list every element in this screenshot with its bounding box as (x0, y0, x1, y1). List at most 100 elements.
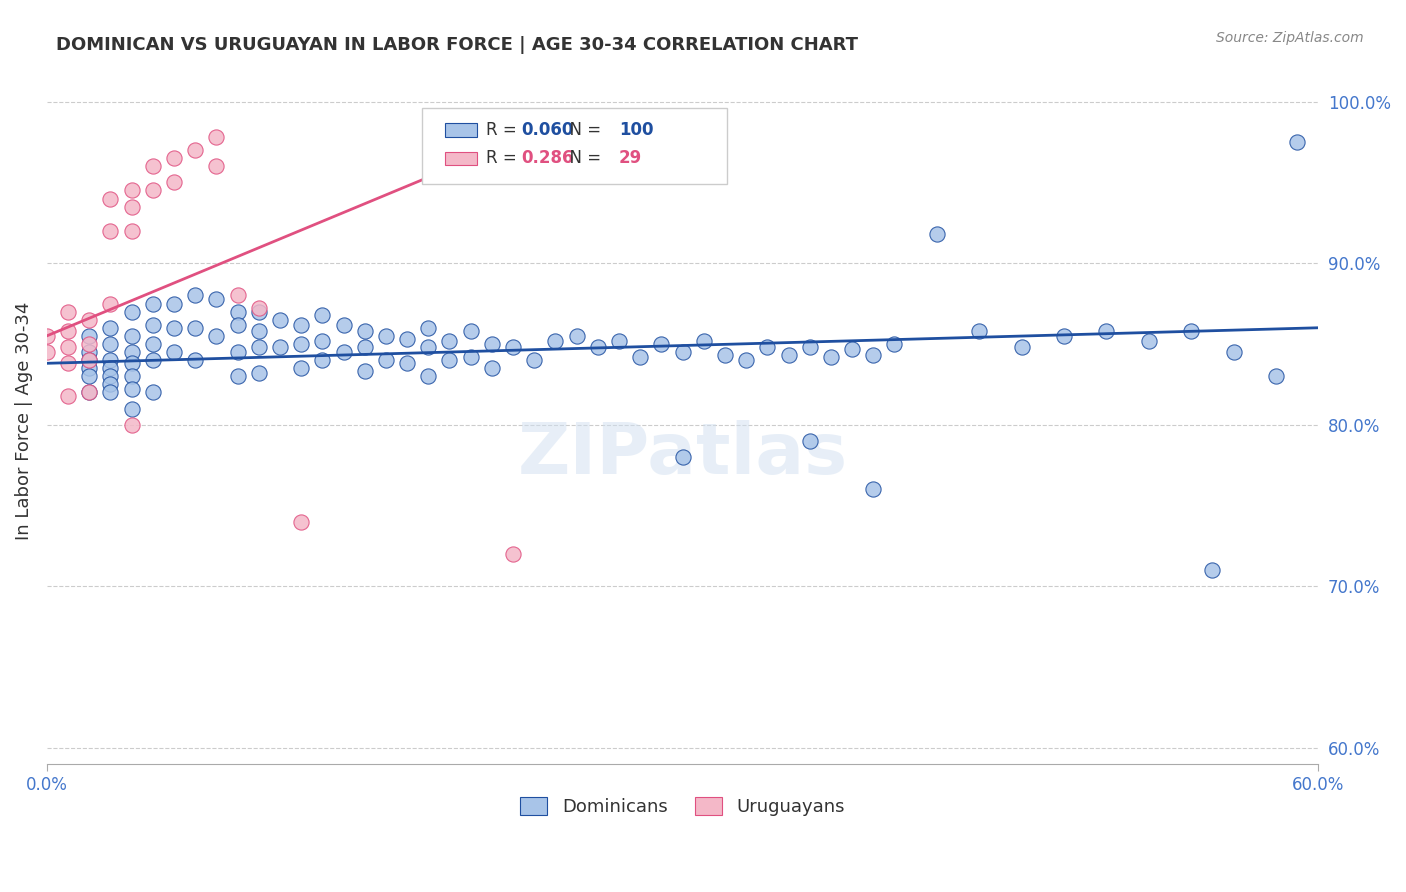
Point (77, 385, 100, 400)
Point (1286, 135, 1309, 149)
Point (100, 192, 122, 206)
Point (35, 329, 58, 343)
Point (332, 318, 354, 332)
Point (77, 337, 100, 351)
Point (565, 329, 588, 343)
Text: N =: N = (560, 121, 606, 139)
Point (56, 304, 79, 318)
Point (247, 301, 270, 316)
Point (142, 184, 165, 198)
Point (121, 304, 143, 318)
Point (100, 337, 122, 351)
Point (142, 385, 165, 400)
Point (290, 337, 312, 351)
Text: R =: R = (485, 121, 522, 139)
Point (205, 329, 228, 343)
Point (778, 348, 800, 362)
Text: DOMINICAN VS URUGUAYAN IN LABOR FORCE | AGE 30-34 CORRELATION CHART: DOMINICAN VS URUGUAYAN IN LABOR FORCE | … (56, 36, 858, 54)
Point (862, 483, 884, 497)
Point (247, 366, 270, 380)
Point (1095, 324, 1118, 338)
Point (925, 227, 948, 241)
Text: ZIPatlas: ZIPatlas (517, 420, 848, 490)
Point (77, 345, 100, 359)
Point (353, 324, 375, 338)
Text: 29: 29 (619, 150, 643, 168)
Point (374, 329, 396, 343)
Point (460, 324, 482, 338)
Point (439, 334, 461, 348)
Point (184, 143, 207, 157)
Point (1222, 345, 1244, 359)
FancyBboxPatch shape (444, 123, 477, 137)
Point (841, 342, 863, 356)
Point (121, 356, 143, 370)
Point (226, 288, 249, 302)
Point (332, 345, 354, 359)
Point (205, 292, 228, 306)
Point (799, 434, 821, 448)
Point (163, 176, 186, 190)
Point (226, 369, 249, 384)
Point (820, 350, 842, 364)
Point (121, 329, 143, 343)
Point (77, 361, 100, 376)
Point (100, 296, 122, 310)
Point (1053, 329, 1076, 343)
Point (311, 308, 333, 322)
Text: 0.060: 0.060 (522, 121, 574, 139)
Legend: Dominicans, Uruguayans: Dominicans, Uruguayans (513, 789, 852, 823)
Point (1011, 340, 1033, 354)
Point (35, 345, 58, 359)
Text: N =: N = (560, 150, 606, 168)
Point (205, 159, 228, 173)
Point (460, 350, 482, 364)
Point (290, 515, 312, 529)
Point (1201, 563, 1223, 577)
Point (142, 353, 165, 368)
Point (121, 401, 143, 416)
Point (439, 353, 461, 368)
Point (247, 304, 270, 318)
Point (502, 340, 524, 354)
Point (121, 224, 143, 238)
Point (714, 348, 737, 362)
Point (418, 340, 440, 354)
Point (671, 450, 693, 464)
Point (142, 337, 165, 351)
Point (671, 345, 693, 359)
Point (121, 369, 143, 384)
Point (1264, 369, 1286, 384)
Point (290, 361, 312, 376)
Point (121, 382, 143, 396)
Point (77, 385, 100, 400)
Point (883, 337, 905, 351)
Point (396, 332, 419, 346)
Point (502, 547, 524, 561)
Point (247, 324, 270, 338)
Point (163, 151, 186, 165)
Point (269, 312, 291, 326)
Point (269, 340, 291, 354)
Point (77, 353, 100, 368)
Point (100, 353, 122, 368)
Point (100, 385, 122, 400)
Point (693, 334, 716, 348)
Point (142, 318, 165, 332)
Text: R =: R = (485, 150, 522, 168)
Point (967, 324, 990, 338)
Point (121, 200, 143, 214)
Point (77, 369, 100, 384)
Point (799, 340, 821, 354)
Point (418, 369, 440, 384)
Point (481, 361, 503, 376)
Point (184, 353, 207, 368)
Point (142, 296, 165, 310)
Point (544, 334, 567, 348)
Point (121, 345, 143, 359)
Point (226, 345, 249, 359)
Point (374, 353, 396, 368)
Point (184, 288, 207, 302)
Point (121, 184, 143, 198)
Point (77, 353, 100, 368)
